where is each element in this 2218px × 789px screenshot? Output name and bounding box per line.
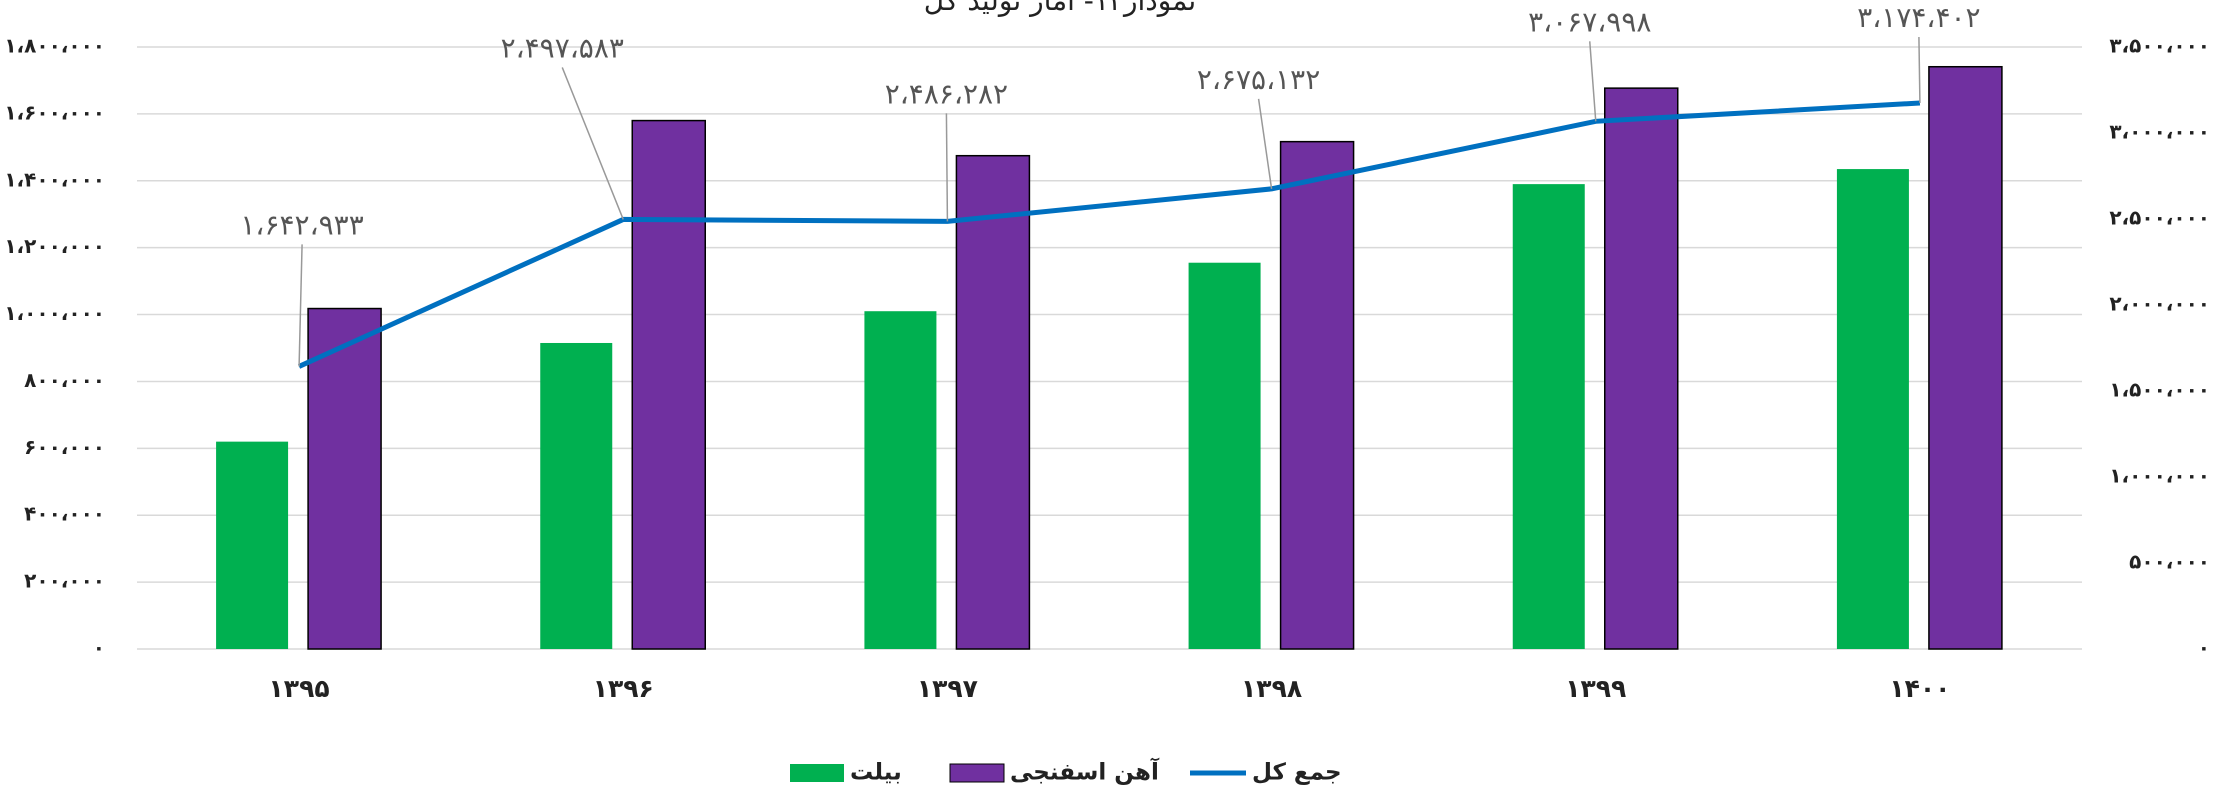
x-tick-label: ۱۴۰۰ (1889, 674, 1950, 703)
data-label: ۲،۶۷۵،۱۳۲ (1197, 63, 1320, 96)
leader-line (1257, 98, 1273, 189)
y2-tick-label: ۱،۰۰۰،۰۰۰ (2109, 464, 2210, 488)
leader-line (561, 67, 624, 220)
data-label: ۲،۴۹۷،۵۸۳ (501, 31, 624, 64)
x-tick-label: ۱۳۹۵ (269, 674, 330, 703)
bar (1512, 184, 1585, 649)
y-tick-label: ۱،۴۰۰،۰۰۰ (4, 167, 105, 191)
legend-label: جمع کل (1252, 760, 1342, 786)
y2-tick-label: ۳،۵۰۰،۰۰۰ (2109, 34, 2210, 58)
y2-tick-label: ۱،۵۰۰،۰۰۰ (2109, 378, 2210, 402)
y-tick-label: ۱،۶۰۰،۰۰۰ (4, 100, 105, 124)
y-tick-label: ۸۰۰،۰۰۰ (24, 368, 105, 392)
data-label: ۳،۱۷۴،۴۰۲ (1857, 1, 1980, 34)
x-tick-label: ۱۳۹۸ (1241, 674, 1302, 703)
y2-tick-label: ۲،۵۰۰،۰۰۰ (2109, 206, 2210, 230)
x-tick-label: ۱۳۹۹ (1565, 674, 1626, 703)
y2-tick-label: ۵۰۰،۰۰۰ (2129, 550, 2210, 574)
legend-swatch (790, 764, 844, 782)
y-tick-label: ۱،۰۰۰،۰۰۰ (4, 301, 105, 325)
legend-label: بیلت (850, 760, 902, 786)
x-tick-label: ۱۳۹۷ (917, 674, 978, 703)
y-tick-label: ۶۰۰،۰۰۰ (24, 435, 105, 459)
data-label: ۳،۰۶۷،۹۹۸ (1528, 5, 1651, 38)
data-label: ۲،۴۸۶،۲۸۲ (885, 77, 1008, 110)
bar (1279, 140, 1355, 650)
bar (307, 307, 382, 650)
data-label: ۱،۶۴۲،۹۳۳ (240, 208, 363, 241)
bar (1928, 65, 2003, 650)
y2-tick-label: ۳،۰۰۰،۰۰۰ (2109, 120, 2210, 144)
leader-line (945, 113, 949, 222)
y2-tick-label: ۰ (2198, 636, 2210, 660)
bar (1604, 87, 1679, 650)
bar (955, 154, 1031, 650)
line (298, 100, 1921, 369)
y-tick-label: ۱،۸۰۰،۰۰۰ (4, 34, 105, 58)
y-tick-label: ۲۰۰،۰۰۰ (24, 569, 105, 593)
bar (216, 441, 289, 649)
legend-swatch (949, 763, 1005, 783)
bar (540, 342, 613, 649)
y2-tick-label: ۲،۰۰۰،۰۰۰ (2109, 292, 2210, 316)
legend-label: آهن اسفنجی (1010, 757, 1160, 786)
chart-title: نمودار۱۲- آمار تولید کل (924, 0, 1196, 17)
leader-line (1589, 41, 1597, 122)
y-tick-label: ۰ (93, 636, 105, 660)
y-tick-label: ۴۰۰،۰۰۰ (24, 502, 105, 526)
x-tick-label: ۱۳۹۶ (593, 674, 654, 703)
bar (1836, 169, 1909, 650)
bar (1188, 262, 1261, 649)
y-tick-label: ۱،۲۰۰،۰۰۰ (4, 234, 105, 258)
leader-line (298, 244, 303, 367)
bar (631, 119, 706, 650)
bar (864, 311, 937, 649)
leader-line (1918, 36, 1921, 104)
